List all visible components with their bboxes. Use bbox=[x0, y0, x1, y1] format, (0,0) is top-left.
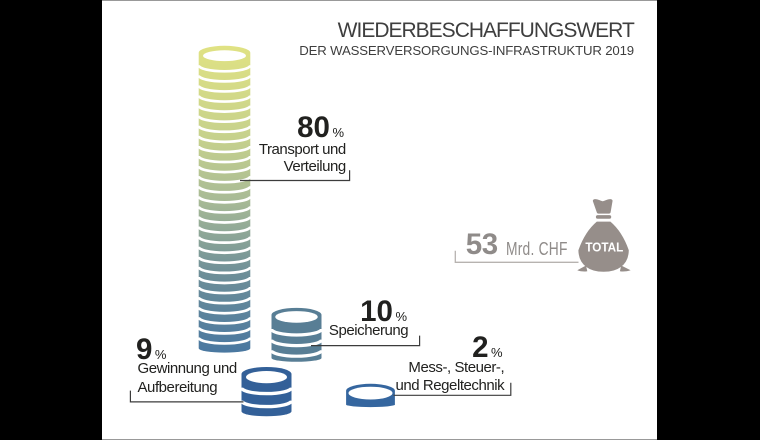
svg-text:TOTAL: TOTAL bbox=[585, 239, 623, 254]
